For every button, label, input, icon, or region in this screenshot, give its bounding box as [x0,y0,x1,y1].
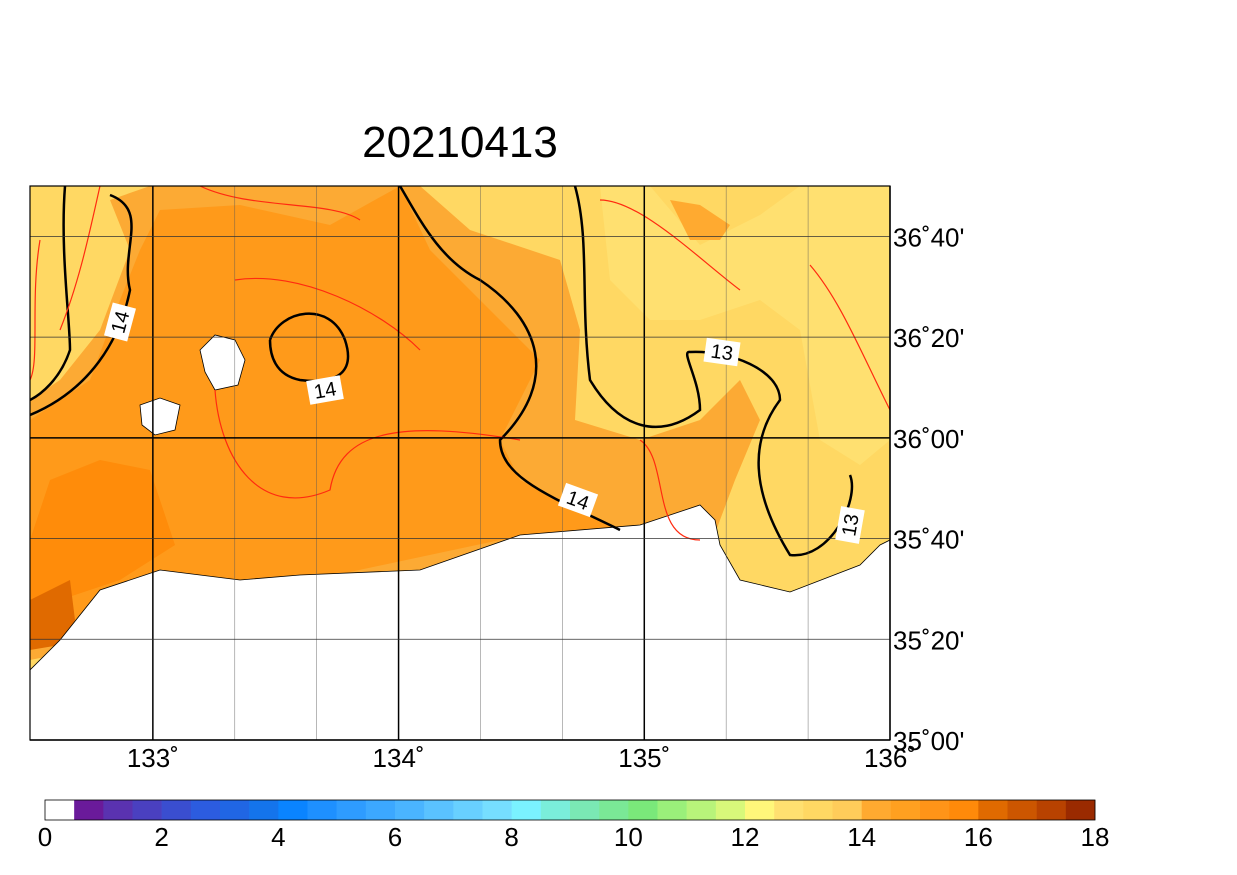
contour-label: 13 [835,506,865,544]
contour-label-box [306,375,344,405]
y-tick-label: 35˚40' [893,525,964,555]
colorbar-cell [715,800,746,820]
colorbar-tick-label: 12 [731,822,760,852]
colorbar-tick-label: 6 [388,822,402,852]
contour-line [30,186,854,557]
y-tick-label: 36˚40' [893,222,964,252]
contour-line [30,186,890,541]
y-tick-label: 35˚00' [893,726,964,756]
colorbar-cell [890,800,921,820]
colorbar-cell [745,800,775,820]
x-tick-label: 133˚ [127,743,179,773]
field-15 [30,186,620,640]
contour-label-text: 14 [312,378,338,404]
contour-label-box [557,482,599,518]
colorbar-cell [978,800,1008,820]
colorbar-cell [74,800,104,820]
colorbar-cell [132,800,162,820]
colorbar-cell [45,800,75,820]
field-14b [670,200,730,240]
colorbar-cell [540,800,571,820]
colorbar-cell [628,800,658,820]
colorbar-tick-label: 4 [271,822,285,852]
island [139,397,181,436]
contour-label-text: 13 [838,512,864,538]
colorbar-cell [657,800,687,820]
colorbar-cell [1007,800,1037,820]
colorbar-cell [424,800,454,820]
field-17 [30,580,75,650]
contour-label-text: 13 [709,341,734,366]
contour-label-box [703,337,741,367]
contour-label: 14 [306,375,344,405]
island [199,334,246,391]
colorbar-cell [307,800,337,820]
colorbar-cell [1036,800,1067,820]
colorbar-cell [861,800,892,820]
contour-label-box [104,302,136,342]
colorbar-tick-label: 8 [504,822,518,852]
contour-label: 13 [703,337,741,367]
colorbar-frame [44,799,1096,821]
colorbar-cell [686,800,717,820]
colorbar-cell [1065,800,1096,820]
colorbar-cell [395,800,425,820]
y-tick-label: 35˚20' [893,625,964,655]
colorbar-cell [336,800,367,820]
map-title: 20210413 [362,118,558,167]
map-frame [29,185,891,741]
colorbar-tick-label: 16 [964,822,993,852]
colorbar-cell [774,800,804,820]
colorbar-cell [103,800,133,820]
colorbar-cell [278,800,308,820]
colorbar-tick-label: 18 [1081,822,1110,852]
colorbar-cell [453,800,483,820]
colorbar-tick-label: 10 [614,822,643,852]
colorbar-cell [249,800,279,820]
colorbar-tick-label: 14 [847,822,876,852]
contour-label: 14 [104,302,136,342]
land [30,504,890,740]
colorbar-cell [190,800,221,820]
colorbar-cell [832,800,862,820]
field-16 [30,460,175,600]
colorbar-cell [511,800,542,820]
sst-field [30,186,890,740]
colorbar-tick-label: 2 [154,822,168,852]
colorbar-cell [570,800,600,820]
colorbar-cell [482,800,512,820]
y-tick-label: 36˚00' [893,424,964,454]
x-tick-label: 136˚ [864,743,916,773]
colorbar-cell [599,800,629,820]
colorbar-cell [949,800,979,820]
colorbar-cell [161,800,192,820]
colorbar-cell [220,800,250,820]
colorbar-cell [803,800,833,820]
colorbar-cell [365,800,396,820]
contour-label-box [835,506,865,544]
colorbar-tick-label: 0 [38,822,52,852]
colorbar-cell [920,800,950,820]
x-tick-label: 134˚ [373,743,425,773]
field-12 [600,186,890,465]
x-tick-label: 135˚ [618,743,670,773]
labels: 133˚ 134˚ 135˚ 136˚35˚00' 35˚20' 35˚40' 36˚00'… [104,222,964,773]
y-tick-label: 36˚20' [893,323,964,353]
